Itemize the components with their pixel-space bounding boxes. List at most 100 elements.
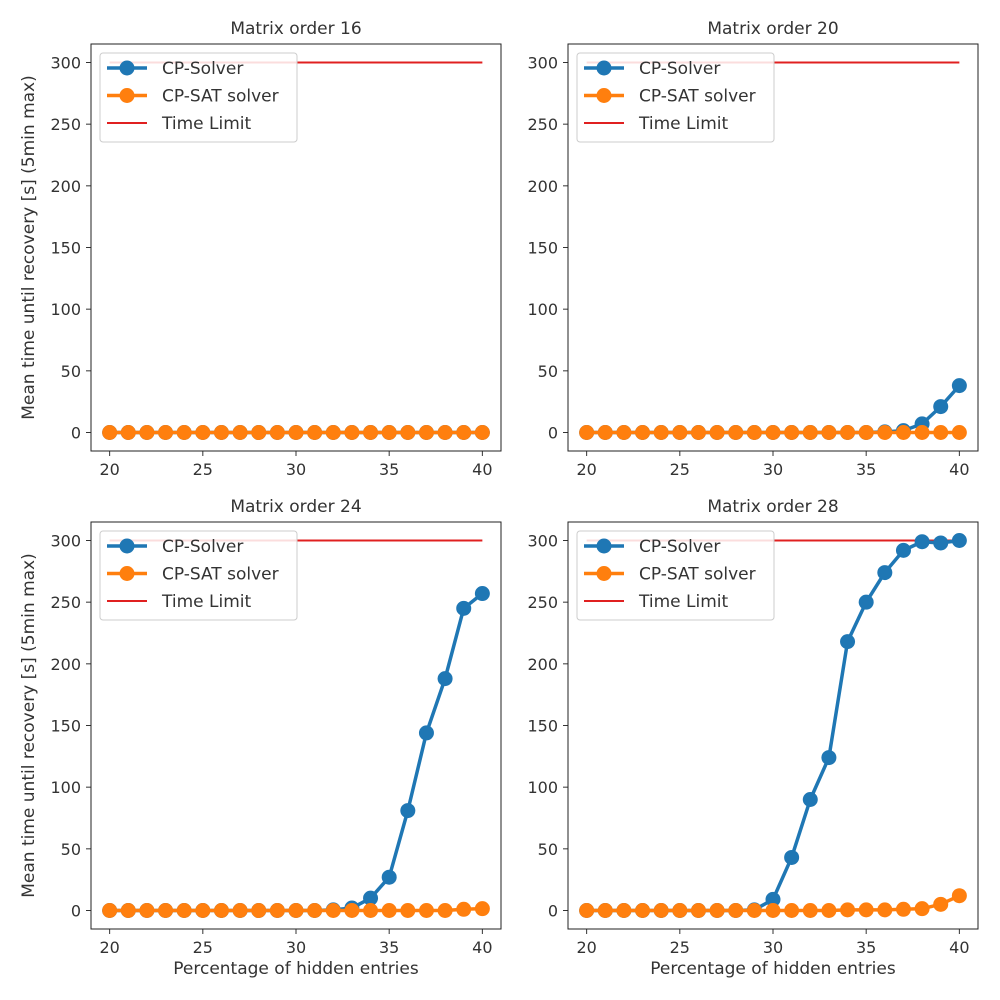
x-tick-label: 25 [670, 460, 690, 479]
plot-frame [90, 521, 502, 930]
series-line-cp-solver [109, 592, 484, 913]
legend: CP-Solver CP-SAT solver Time Limit [576, 530, 775, 621]
data-point-cp-sat-solver [672, 425, 688, 440]
legend: CP-Solver CP-SAT solver Time Limit [99, 530, 298, 621]
data-point-cp-sat-solver [895, 901, 911, 917]
data-point-cp-sat-solver [474, 901, 490, 917]
legend-label: Time Limit [638, 114, 728, 134]
legend-label: CP-Solver [162, 537, 243, 557]
data-point-cp-solver [363, 890, 379, 906]
plot-frame [567, 43, 979, 452]
y-tick-label: 100 [50, 778, 81, 797]
x-axis-label: Percentage of hidden entries [173, 959, 419, 979]
data-point-cp-sat-solver [418, 425, 434, 440]
legend: CP-Solver CP-SAT solver Time Limit [576, 52, 775, 143]
data-point-cp-sat-solver [635, 425, 651, 440]
y-tick-label: 0 [71, 902, 81, 921]
data-point-cp-solver [858, 594, 874, 610]
chart-panel-2: Matrix order 20 20 25 30 35 40 0 50 100 150 200 250… [527, 19, 979, 479]
data-point-cp-sat-solver [672, 903, 688, 918]
legend-box [576, 52, 775, 143]
legend-marker [596, 88, 612, 103]
data-point-cp-sat-solver [765, 903, 781, 918]
y-tick-label: 0 [548, 424, 558, 443]
y-tick-label: 250 [527, 593, 558, 612]
y-tick-label: 50 [61, 840, 81, 859]
data-point-cp-solver [784, 849, 800, 865]
y-tick-label: 150 [50, 239, 81, 258]
chart-title: Matrix order 20 [707, 19, 838, 39]
data-point-cp-sat-solver [635, 903, 651, 918]
y-tick-label: 200 [50, 177, 81, 196]
legend-marker [119, 60, 135, 76]
y-tick-label: 50 [61, 362, 81, 381]
data-point-cp-solver [474, 586, 490, 602]
y-tick-label: 300 [50, 54, 81, 73]
data-point-cp-sat-solver [474, 425, 490, 440]
y-tick-label: 200 [50, 655, 81, 674]
y-tick-label: 100 [50, 300, 81, 319]
plot-frame [90, 43, 502, 452]
chart-panel-3: Matrix order 24 20 25 30 35 40 0 50 100 150 200 250… [19, 497, 502, 979]
x-tick-label: 30 [286, 938, 306, 957]
y-tick-label: 300 [50, 532, 81, 551]
data-point-cp-sat-solver [288, 425, 304, 440]
data-point-cp-sat-solver [616, 903, 632, 918]
data-point-cp-sat-solver [307, 425, 323, 440]
legend-label: CP-Solver [639, 59, 720, 79]
data-point-cp-sat-solver [400, 903, 416, 918]
y-axis-label: Mean time until recovery [s] (5min max) [19, 75, 39, 420]
legend-marker [596, 538, 612, 554]
data-point-cp-sat-solver [821, 425, 837, 440]
y-tick-label: 100 [527, 778, 558, 797]
data-point-cp-sat-solver [195, 425, 211, 440]
data-point-cp-solver [802, 792, 818, 807]
data-point-cp-solver [381, 869, 397, 885]
data-point-cp-sat-solver [597, 425, 613, 440]
y-tick-label: 200 [527, 177, 558, 196]
data-point-cp-sat-solver [120, 903, 136, 918]
x-tick-label: 25 [193, 460, 213, 479]
data-point-cp-solver [437, 671, 453, 687]
data-point-cp-sat-solver [765, 425, 781, 440]
data-point-cp-sat-solver [914, 901, 930, 917]
x-tick-label: 35 [856, 938, 876, 957]
data-point-cp-sat-solver [858, 902, 874, 918]
y-axis-label: Mean time until recovery [s] (5min max) [19, 553, 39, 898]
data-point-cp-sat-solver [933, 896, 949, 912]
data-point-cp-sat-solver [616, 425, 632, 440]
legend-marker [119, 88, 135, 103]
x-axis-label: Percentage of hidden entries [650, 959, 896, 979]
y-tick-label: 150 [527, 717, 558, 736]
data-point-cp-sat-solver [158, 903, 174, 918]
data-point-cp-sat-solver [437, 425, 453, 440]
y-tick-label: 300 [527, 532, 558, 551]
data-point-cp-sat-solver [951, 888, 967, 904]
data-point-cp-solver [895, 542, 911, 558]
x-tick-label: 25 [670, 938, 690, 957]
x-tick-label: 35 [379, 938, 399, 957]
x-tick-label: 30 [286, 460, 306, 479]
y-tick-label: 250 [50, 115, 81, 134]
data-point-cp-solver [933, 399, 949, 415]
data-point-cp-sat-solver [690, 425, 706, 440]
data-point-cp-solver [877, 565, 893, 581]
chart-title: Matrix order 16 [230, 19, 361, 39]
y-tick-label: 250 [527, 115, 558, 134]
y-tick-label: 250 [50, 593, 81, 612]
chart-panel-1: Matrix order 16 20 25 30 35 40 0 50 100 150 200 250… [19, 19, 502, 479]
data-point-cp-sat-solver [102, 425, 118, 440]
data-point-cp-sat-solver [232, 903, 248, 918]
x-tick-label: 40 [949, 460, 969, 479]
data-point-cp-sat-solver [437, 903, 453, 918]
y-tick-label: 100 [527, 300, 558, 319]
y-tick-label: 0 [548, 902, 558, 921]
legend-label: Time Limit [638, 592, 728, 612]
x-tick-label: 30 [763, 938, 783, 957]
data-point-cp-sat-solver [288, 903, 304, 918]
legend-marker [596, 566, 612, 581]
data-point-cp-sat-solver [653, 425, 669, 440]
data-point-cp-sat-solver [102, 903, 118, 918]
data-point-cp-sat-solver [597, 903, 613, 918]
